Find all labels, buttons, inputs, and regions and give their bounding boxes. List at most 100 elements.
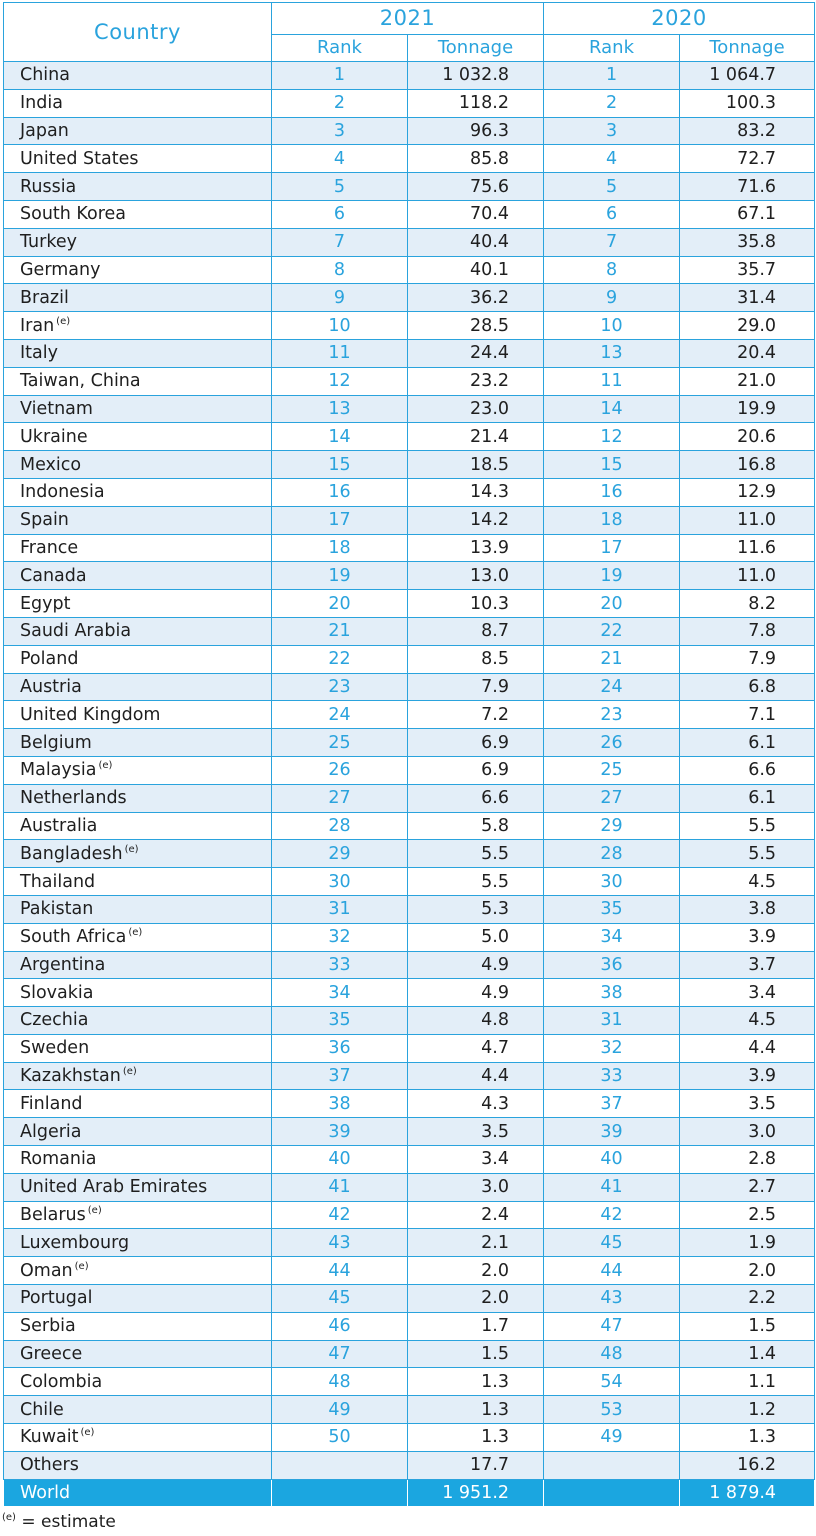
tonnage-2021-header: Tonnage (406, 33, 545, 63)
country-cell: Australia (3, 811, 272, 841)
tonnage-2021-cell: 40.1 (406, 255, 545, 285)
rank-2021-cell: 50 (271, 1423, 408, 1452)
rank-2020-cell: 54 (543, 1367, 681, 1397)
tonnage-2020-cell: 20.4 (679, 338, 816, 368)
rank-2021-cell: 20 (271, 589, 408, 618)
estimate-mark: (e) (56, 315, 71, 327)
rank-2020-cell: 27 (543, 783, 681, 813)
rank-2020-cell: 17 (543, 533, 681, 563)
country-name: Ukraine (20, 426, 88, 447)
table-row: Netherlands 27 6.6 27 6.1 (3, 783, 816, 813)
rank-2021-cell: 37 (271, 1061, 408, 1091)
country-name: Portugal (20, 1288, 93, 1309)
tonnage-2021-cell: 4.9 (406, 950, 545, 980)
rank-2020-cell: 39 (543, 1117, 681, 1147)
rank-2021-cell: 19 (271, 561, 408, 591)
tonnage-2020-cell: 7.9 (679, 644, 816, 674)
rank-2020-cell: 36 (543, 950, 681, 980)
table-row: United Arab Emirates 41 3.0 41 2.7 (3, 1172, 816, 1202)
country-cell: Austria (3, 672, 272, 702)
table-row: Turkey 7 40.4 7 35.8 (3, 227, 816, 257)
tonnage-2020-cell: 4.5 (679, 1006, 816, 1035)
tonnage-2020-cell: 2.2 (679, 1284, 816, 1313)
country-name: Others (20, 1455, 79, 1476)
country-cell: Spain (3, 505, 272, 535)
table-row: Saudi Arabia 21 8.7 22 7.8 (3, 616, 816, 646)
tonnage-2020-cell: 11.0 (679, 505, 816, 535)
tonnage-2021-cell: 6.6 (406, 783, 545, 813)
country-name: Finland (20, 1093, 83, 1114)
rank-2021-cell: 39 (271, 1117, 408, 1147)
table-row: Japan 3 96.3 3 83.2 (3, 116, 816, 146)
rank-2021-cell: 11 (271, 338, 408, 368)
estimate-mark: (e) (87, 1205, 102, 1217)
rank-2021-cell: 32 (271, 922, 408, 952)
rank-2021-cell: 27 (271, 783, 408, 813)
rank-2020-cell: 4 (543, 144, 681, 174)
tonnage-2020-cell: 31.4 (679, 283, 816, 313)
tonnage-2020-cell: 1.5 (679, 1311, 816, 1341)
country-cell: Slovakia (3, 978, 272, 1008)
country-name: United Arab Emirates (20, 1177, 208, 1198)
country-cell: Brazil (3, 283, 272, 313)
world-rank-2021-cell (271, 1478, 408, 1508)
rank-2020-cell: 3 (543, 116, 681, 146)
tonnage-2020-cell: 2.7 (679, 1172, 816, 1202)
rank-2020-cell: 2 (543, 88, 681, 118)
country-cell: Russia (3, 172, 272, 201)
country-cell: Egypt (3, 589, 272, 618)
country-cell: France (3, 533, 272, 563)
tonnage-2020-cell: 3.9 (679, 922, 816, 952)
table-row: Colombia 48 1.3 54 1.1 (3, 1367, 816, 1397)
tonnage-2021-cell: 3.5 (406, 1117, 545, 1147)
table-row: Czechia 35 4.8 31 4.5 (3, 1006, 816, 1035)
tonnage-2021-cell: 6.9 (406, 728, 545, 757)
country-cell: United Kingdom (3, 700, 272, 730)
table-row: Romania 40 3.4 40 2.8 (3, 1145, 816, 1174)
tonnage-2021-cell: 13.9 (406, 533, 545, 563)
country-name: Romania (20, 1149, 97, 1170)
rank-2021-cell: 48 (271, 1367, 408, 1397)
tonnage-2020-cell: 11.0 (679, 561, 816, 591)
tonnage-2021-cell: 6.9 (406, 755, 545, 785)
country-name: Taiwan, China (20, 371, 141, 392)
tonnage-2020-cell: 1 064.7 (679, 61, 816, 90)
rank-2020-cell: 19 (543, 561, 681, 591)
rank-2021-cell: 28 (271, 811, 408, 841)
tonnage-2020-cell: 3.0 (679, 1117, 816, 1147)
table-row: Slovakia 34 4.9 38 3.4 (3, 978, 816, 1008)
table-row: Taiwan, China 12 23.2 11 21.0 (3, 366, 816, 396)
rank-2020-header: Rank (543, 33, 681, 63)
tonnage-2021-cell: 18.5 (406, 450, 545, 479)
table-row: South Korea 6 70.4 6 67.1 (3, 199, 816, 229)
tonnage-2021-cell: 5.0 (406, 922, 545, 952)
country-cell: Turkey (3, 227, 272, 257)
tonnage-2021-cell: 2.0 (406, 1256, 545, 1286)
tonnage-2021-cell: 17.7 (406, 1450, 545, 1480)
country-cell: Colombia (3, 1367, 272, 1397)
tonnage-2020-cell: 7.1 (679, 700, 816, 730)
tonnage-2020-cell: 2.5 (679, 1200, 816, 1230)
tonnage-2020-cell: 1.3 (679, 1423, 816, 1452)
country-cell: Indonesia (3, 477, 272, 507)
country-cell: Argentina (3, 950, 272, 980)
rank-2020-cell: 47 (543, 1311, 681, 1341)
tonnage-2021-cell: 4.9 (406, 978, 545, 1008)
tonnage-2021-cell: 10.3 (406, 589, 545, 618)
rank-2020-cell: 40 (543, 1145, 681, 1174)
tonnage-2020-cell: 100.3 (679, 88, 816, 118)
rank-2020-cell: 48 (543, 1339, 681, 1369)
tonnage-2021-cell: 1.3 (406, 1367, 545, 1397)
table-row: Egypt 20 10.3 20 8.2 (3, 589, 816, 618)
country-name: Saudi Arabia (20, 621, 132, 642)
rank-2021-cell: 5 (271, 172, 408, 201)
rank-2021-cell: 16 (271, 477, 408, 507)
tonnage-2020-cell: 6.1 (679, 728, 816, 757)
rank-2021-cell: 46 (271, 1311, 408, 1341)
rank-2021-cell: 36 (271, 1033, 408, 1063)
table-row: Italy 11 24.4 13 20.4 (3, 338, 816, 368)
tonnage-2020-cell: 35.8 (679, 227, 816, 257)
country-cell: Ukraine (3, 422, 272, 452)
rank-2020-cell: 8 (543, 255, 681, 285)
country-cell: Netherlands (3, 783, 272, 813)
